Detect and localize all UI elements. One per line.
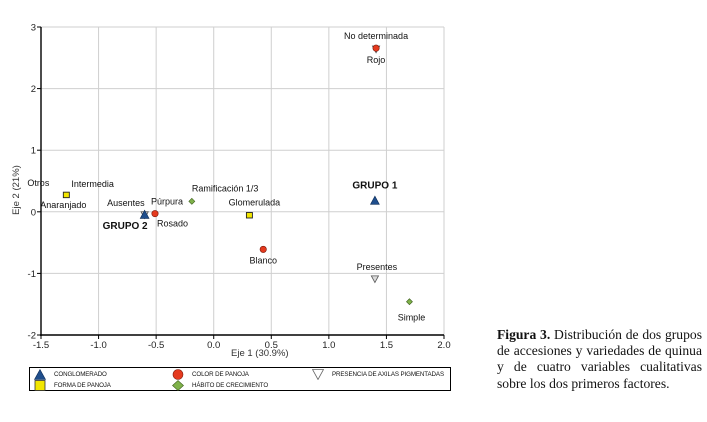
legend: CONGLOMERADO FORMA DE PANOJA COLOR DE PA… <box>29 367 451 391</box>
square-icon <box>34 380 46 391</box>
circle-marker <box>259 245 267 253</box>
data-label: No determinada <box>344 31 408 41</box>
data-label: GRUPO 2 <box>103 221 148 232</box>
legend-label: HÁBITO DE CRECIMIENTO <box>192 382 269 389</box>
triangle-down-marker <box>370 275 380 284</box>
legend-item-presencia-de-axilas: PRESENCIA DE AXILAS PIGMENTADAS <box>312 369 444 380</box>
triangle-up-marker <box>139 209 150 219</box>
legend-label: COLOR DE PANOJA <box>192 371 249 378</box>
y-axis-title: Eje 2 (21%) <box>11 165 22 215</box>
x-tick-label: 2.0 <box>437 340 450 351</box>
triangle-up-marker <box>370 195 380 205</box>
legend-item-habito-de-crecimiento: HÁBITO DE CRECIMIENTO <box>172 380 268 391</box>
diamond-marker <box>188 197 196 205</box>
x-tick-label: 0.5 <box>265 340 278 351</box>
data-label: Ramificación 1/3 <box>192 183 259 193</box>
y-tick-label: 0 <box>31 207 36 218</box>
y-tick-label: 2 <box>31 84 36 95</box>
circle-icon <box>172 369 184 380</box>
diamond-marker <box>406 298 413 306</box>
triangle-up-icon <box>34 369 46 380</box>
x-tick-label: -1.0 <box>90 340 106 351</box>
x-tick-label: -0.5 <box>148 340 164 351</box>
caption-text: Distribución de dos grupos de accesiones… <box>497 327 702 391</box>
data-label: Simple <box>398 313 426 323</box>
triangle-down-icon <box>312 369 324 380</box>
x-tick-label: 1.5 <box>380 340 393 351</box>
legend-label: PRESENCIA DE AXILAS PIGMENTADAS <box>332 371 444 378</box>
data-label: Blanco <box>249 255 277 265</box>
square-marker <box>62 191 70 199</box>
y-tick-label: 3 <box>31 23 36 34</box>
grid <box>41 26 445 335</box>
legend-item-forma-de-panoja: FORMA DE PANOJA <box>34 380 111 391</box>
circle-marker <box>372 44 380 52</box>
legend-item-conglomerado: CONGLOMERADO <box>34 369 107 380</box>
figure-caption: Figura 3. Distribución de dos grupos de … <box>497 327 702 392</box>
x-tick-label: 0.0 <box>207 340 220 351</box>
data-label: Otros <box>27 178 50 188</box>
data-label: GRUPO 1 <box>352 181 397 192</box>
caption-label: Figura 3. <box>497 327 551 342</box>
data-label: Intermedia <box>71 179 114 189</box>
x-axis-title: Eje 1 (30.9%) <box>231 348 289 359</box>
y-tick-label: -2 <box>28 331 36 342</box>
square-marker <box>245 212 253 219</box>
data-label: Glomerulada <box>229 197 281 207</box>
y-tick-label: -1 <box>28 269 36 280</box>
y-tick-label: 1 <box>31 146 36 157</box>
data-label: Rojo <box>367 55 386 65</box>
data-label: Rosado <box>157 219 188 229</box>
data-labels: GRUPO 1 GRUPO 2 Otros Intermedia Anaranjado G… <box>27 31 425 323</box>
x-tick-label: 1.0 <box>322 340 335 351</box>
data-label: Ausentes <box>107 198 145 208</box>
data-label: Presentes <box>357 262 398 272</box>
diamond-icon <box>172 380 184 391</box>
legend-item-color-de-panoja: COLOR DE PANOJA <box>172 369 249 380</box>
data-label: Púrpura <box>151 197 183 207</box>
circle-marker <box>151 210 159 218</box>
axes: -1.5 -1.0 -0.5 0.0 0.5 1.0 1.5 2.0 -2 -1 0 1 2 3 <box>28 23 451 352</box>
x-tick-label: -1.5 <box>33 340 49 351</box>
data-markers <box>62 44 413 306</box>
legend-label: CONGLOMERADO <box>54 371 107 378</box>
legend-label: FORMA DE PANOJA <box>54 382 111 389</box>
data-label: Anaranjado <box>40 200 86 210</box>
